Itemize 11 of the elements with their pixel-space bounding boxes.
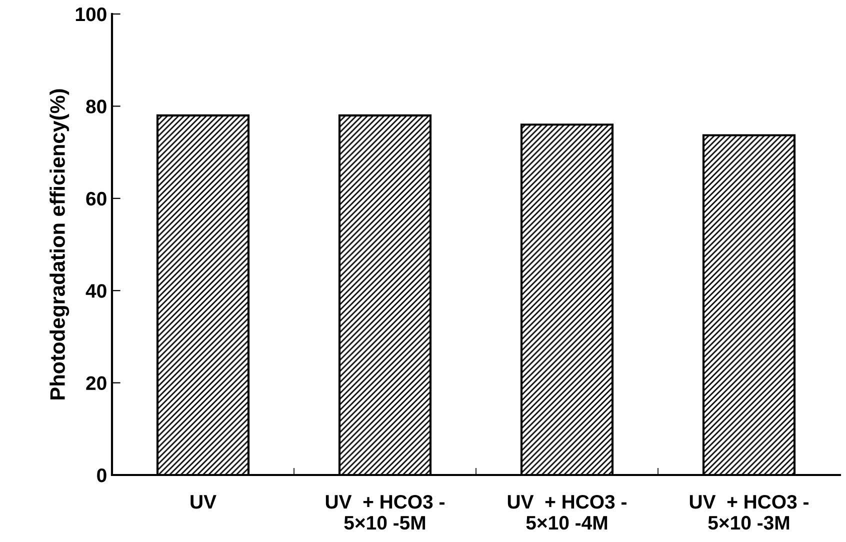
x-tick-label: UV + HCO3 - 5×10 -3M (690, 494, 808, 530)
x-tick-label: UV + HCO3 - 5×10 -5M (326, 494, 444, 530)
y-axis-title: Photodegradation efficiency(%) (50, 89, 70, 400)
y-tick-label: 20 (86, 376, 106, 390)
x-tick-label: UV + HCO3 - 5×10 -4M (508, 494, 626, 530)
y-tick-label: 80 (86, 100, 106, 114)
x-tick-label: UV (190, 495, 216, 509)
y-tick-label: 100 (76, 7, 106, 22)
y-tick-label: 60 (86, 192, 106, 206)
y-tick-label: 40 (86, 284, 106, 298)
y-tick-label: 0 (97, 468, 106, 482)
